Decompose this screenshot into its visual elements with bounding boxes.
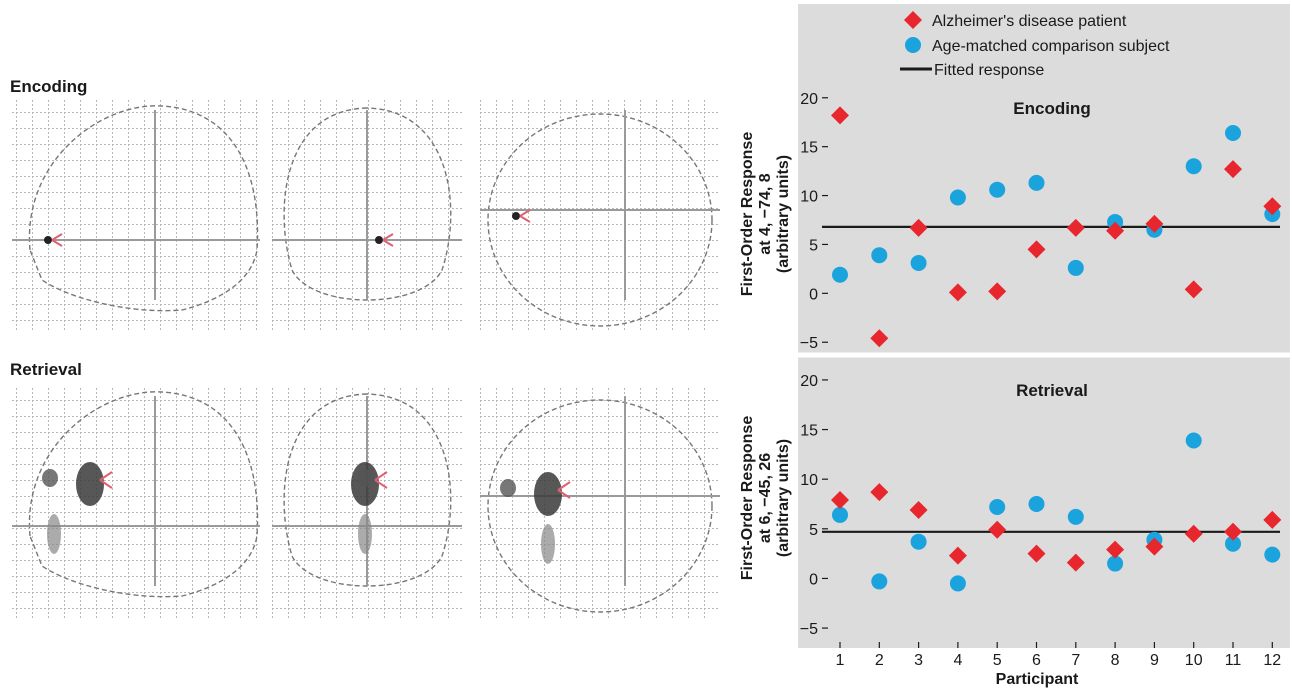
y-axis-label-line: at 4, −74, 8 (757, 173, 774, 254)
patient-point (1106, 540, 1125, 559)
patient-point (1263, 197, 1282, 216)
legend: Alzheimer's disease patient Age-matched … (900, 11, 1170, 79)
y-tick-label: 0 (809, 571, 818, 588)
legend-patient-label: Alzheimer's disease patient (932, 13, 1127, 30)
y-tick-label: −5 (800, 335, 818, 352)
brain-images (12, 100, 720, 618)
comparison-point (949, 189, 966, 206)
y-axis-label-line: at 6, −45, 26 (757, 453, 774, 543)
row-label-retrieval: Retrieval (10, 360, 82, 379)
y-tick-label: 5 (809, 237, 818, 254)
comparison-point (1225, 535, 1241, 552)
patient-point (948, 283, 967, 302)
comparison-point (871, 573, 888, 590)
x-tick-label: 7 (1071, 652, 1080, 669)
y-tick-label: 20 (800, 91, 818, 108)
patient-point (1027, 240, 1046, 259)
y-tick-label: 20 (800, 373, 818, 390)
brain-view-encoding-3 (480, 100, 720, 332)
comparison-point (871, 247, 888, 264)
comparison-point (989, 181, 1006, 198)
brain-view-retrieval-3 (480, 386, 720, 618)
brain-view-retrieval-1 (12, 386, 260, 618)
patient-point (831, 106, 849, 125)
y-tick-label: 5 (809, 522, 818, 539)
comparison-point (1067, 508, 1084, 525)
chart-area-background (798, 4, 1290, 648)
comparison-point (832, 506, 848, 523)
x-tick-label: 8 (1111, 652, 1120, 669)
patient-point (1066, 218, 1085, 237)
comparison-point (1028, 496, 1045, 512)
patient-point (1184, 524, 1203, 543)
x-tick-label: 10 (1185, 652, 1203, 669)
comparison-point (1185, 432, 1202, 449)
x-axis-label: Participant (996, 671, 1079, 688)
comparison-point (910, 533, 927, 550)
y-tick-label: 0 (809, 286, 818, 303)
y-axis-label-line: (arbitrary units) (775, 439, 792, 557)
patient-point (1224, 160, 1242, 179)
patient-point (988, 282, 1007, 301)
row-label-encoding: Encoding (10, 77, 87, 96)
patient-point (1184, 280, 1203, 299)
patient-point (1263, 510, 1282, 529)
panel-title-retrieval: Retrieval (1016, 381, 1088, 400)
patient-point (1145, 214, 1164, 233)
patient-point (909, 500, 928, 519)
patient-point (1145, 537, 1164, 556)
comparison-point (1225, 124, 1241, 141)
x-tick-label: 11 (1225, 652, 1242, 669)
patient-point (1066, 553, 1085, 572)
y-tick-label: 10 (800, 472, 818, 489)
legend-patient-marker (904, 11, 922, 29)
brain-view-encoding-2 (272, 100, 462, 332)
x-tick-label: 12 (1263, 652, 1281, 669)
comparison-point (1107, 555, 1124, 572)
x-tick-label: 5 (993, 652, 1002, 669)
comparison-point (1264, 546, 1281, 563)
patient-point (831, 491, 849, 510)
patient-point (1224, 522, 1242, 541)
legend-fit-label: Fitted response (934, 62, 1044, 79)
comparison-point (832, 266, 848, 283)
brain-view-retrieval-2 (272, 386, 462, 618)
patient-point (870, 483, 889, 502)
x-tick-label: 6 (1032, 652, 1041, 669)
legend-comparison-label: Age-matched comparison subject (932, 38, 1170, 55)
comparison-point (1028, 174, 1045, 191)
panel-title-encoding: Encoding (1013, 99, 1090, 118)
patient-point (1106, 221, 1125, 240)
patient-point (988, 520, 1007, 539)
patient-point (948, 546, 967, 565)
y-axis-label-line: (arbitrary units) (775, 155, 792, 273)
y-tick-label: 15 (800, 423, 818, 440)
patient-point (870, 329, 889, 348)
y-tick-label: 10 (800, 189, 818, 206)
y-axis-label-line: First-Order Response (739, 132, 756, 297)
comparison-point (1067, 259, 1084, 276)
comparison-point (1185, 158, 1202, 175)
legend-comparison-marker (905, 37, 921, 53)
panel-encoding: Encoding −5 0 5 10 15 20 First-Order Response at… (739, 91, 1282, 352)
patient-point (909, 218, 928, 237)
x-tick-label: 3 (914, 652, 923, 669)
x-tick-label: 4 (953, 652, 962, 669)
patient-point (1027, 544, 1046, 563)
y-tick-label: 15 (800, 140, 818, 157)
x-tick-label: 2 (875, 652, 884, 669)
x-tick-label: 1 (836, 652, 845, 669)
brain-view-encoding-1 (12, 100, 260, 332)
comparison-point (910, 255, 927, 272)
comparison-point (949, 575, 966, 592)
y-axis-label-line: First-Order Response (739, 416, 756, 581)
x-tick-label: 9 (1150, 652, 1159, 669)
y-tick-label: −5 (800, 621, 818, 638)
comparison-point (989, 498, 1006, 515)
